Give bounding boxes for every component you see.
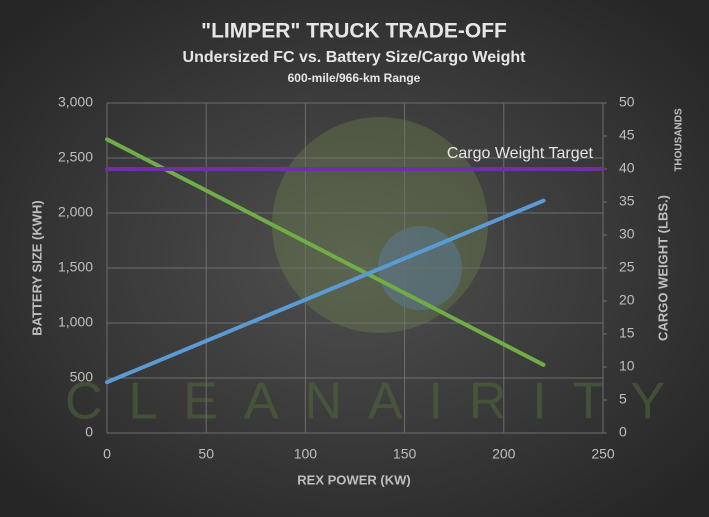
x-axis-title: REX POWER (KW) — [297, 472, 410, 487]
y-tick-label: 2,500 — [58, 149, 93, 165]
y2-tick-label: 35 — [619, 193, 635, 209]
range-note: 600-mile/966-km Range — [288, 71, 421, 85]
chart-title: "LIMPER" TRUCK TRADE-OFF — [201, 20, 507, 43]
chart-subtitle: Undersized FC vs. Battery Size/Cargo Wei… — [183, 49, 527, 66]
y-tick-label: 0 — [85, 424, 93, 440]
data-line — [105, 137, 546, 367]
y2-tick-label: 15 — [619, 325, 635, 341]
y2-tick-label: 30 — [619, 226, 635, 242]
y2-tick-label: 25 — [619, 259, 635, 275]
y-tick-label: 2,000 — [58, 204, 93, 220]
y-tick-label: 1,500 — [58, 259, 93, 275]
y2-tick-label: 45 — [619, 127, 635, 143]
x-tick-label: 0 — [103, 446, 111, 462]
x-tick-label: 200 — [492, 446, 516, 462]
y2-axis-title: CARGO WEIGHT (LBS.) — [655, 195, 670, 341]
x-tick-label: 50 — [198, 446, 214, 462]
y2-tick-label: 40 — [619, 160, 635, 176]
x-tick-label: 150 — [393, 446, 417, 462]
y2-tick-label: 5 — [619, 391, 627, 407]
y2-tick-label: 20 — [619, 292, 635, 308]
y-tick-label: 500 — [70, 369, 94, 385]
y2-unit: THOUSANDS — [674, 108, 685, 172]
x-tick-label: 100 — [294, 446, 318, 462]
y2-tick-label: 50 — [619, 94, 635, 110]
y2-tick-label: 0 — [619, 424, 627, 440]
x-tick-label: 250 — [591, 446, 615, 462]
annotation: Cargo Weight Target — [447, 145, 594, 162]
y-tick-label: 1,000 — [58, 314, 93, 330]
y2-tick-label: 10 — [619, 358, 635, 374]
y-axis-title: BATTERY SIZE (KWH) — [29, 200, 44, 336]
data-line — [105, 198, 546, 385]
y-tick-label: 3,000 — [58, 94, 93, 110]
